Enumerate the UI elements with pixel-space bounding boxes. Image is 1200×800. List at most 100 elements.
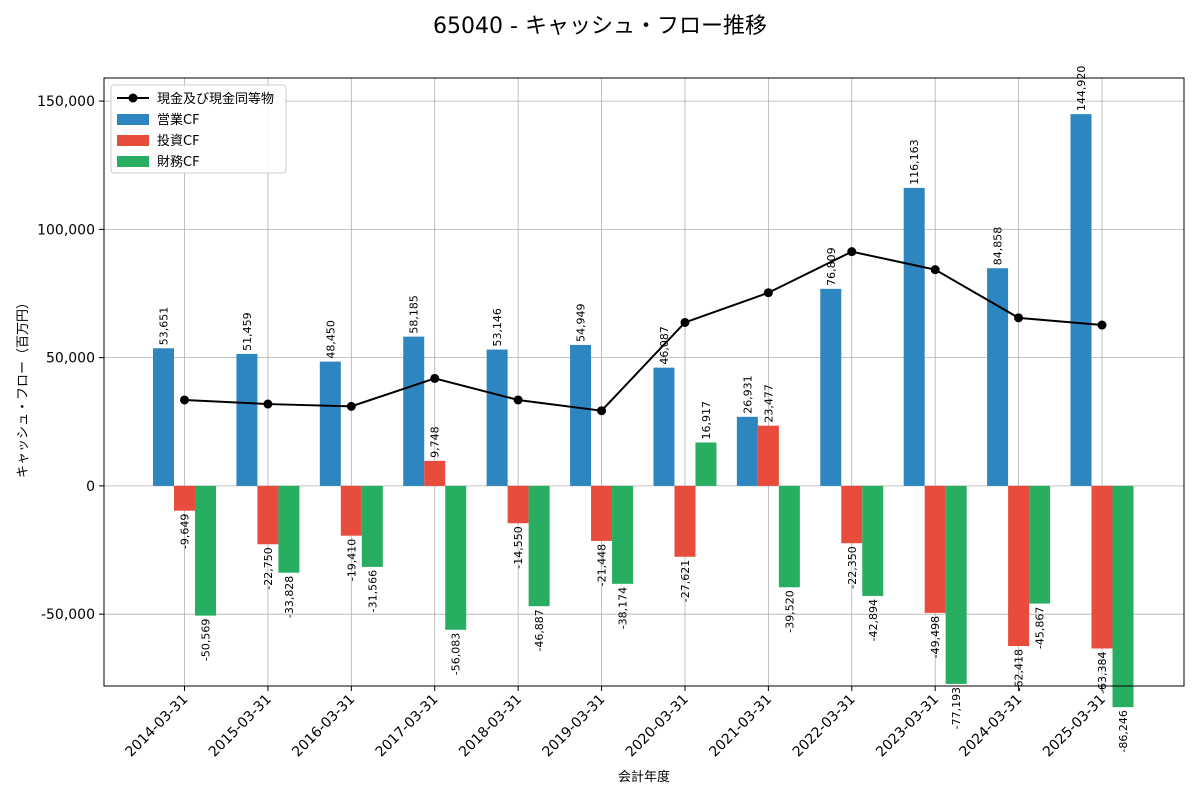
x-tick-label: 2017-03-31 [373, 692, 442, 761]
x-tick-label: 2022-03-31 [790, 692, 859, 761]
data-label-財務CF: -86,246 [1117, 710, 1130, 752]
x-tick-label: 2016-03-31 [289, 692, 358, 761]
x-tick-label: 2014-03-31 [122, 692, 191, 761]
data-label-営業CF: 144,920 [1075, 66, 1088, 112]
data-label-投資CF: -19,410 [345, 539, 358, 581]
data-label-営業CF: 51,459 [241, 312, 254, 351]
data-label-投資CF: -21,448 [596, 544, 609, 586]
data-label-営業CF: 84,858 [992, 227, 1005, 266]
bar-投資CF [340, 485, 362, 536]
data-label-営業CF: 53,146 [491, 308, 504, 347]
data-label-営業CF: 76,809 [825, 247, 838, 286]
y-tick-label: 50,000 [46, 351, 95, 367]
bar-営業CF [319, 361, 341, 486]
bar-営業CF [236, 353, 258, 486]
cash-point [513, 395, 523, 405]
bar-財務CF [361, 485, 383, 567]
bar-投資CF [841, 485, 863, 544]
data-label-投資CF: 9,748 [429, 426, 442, 458]
cash-point [847, 247, 857, 257]
bar-財務CF [1029, 485, 1051, 604]
data-label-投資CF: -62,418 [1013, 649, 1026, 691]
bar-投資CF [424, 460, 446, 486]
bar-財務CF [195, 485, 216, 616]
legend-label: 投資CF [157, 133, 200, 149]
data-label-投資CF: -49,498 [929, 616, 942, 658]
cash-point [597, 406, 607, 416]
data-label-営業CF: 54,949 [575, 303, 588, 342]
bar-営業CF [987, 268, 1009, 486]
y-axis-title: キャッシュ・フロー（百万円） [16, 296, 31, 478]
bar-財務CF [778, 485, 800, 588]
cash-point [930, 265, 940, 275]
x-tick-label: 2019-03-31 [540, 692, 609, 761]
grid-layer [104, 78, 1184, 686]
legend-box [110, 84, 287, 174]
bars-layer [153, 114, 1134, 708]
data-label-財務CF: -45,867 [1034, 607, 1047, 649]
plot-frame [103, 77, 1185, 687]
data-label-財務CF: -46,887 [533, 609, 546, 651]
x-axis-title: 会計年度 [618, 769, 670, 785]
legend-bar-swatch [117, 114, 149, 125]
bar-財務CF [528, 485, 550, 607]
x-tick-label: 2021-03-31 [706, 692, 775, 761]
bar-営業CF [736, 416, 758, 486]
bar-営業CF [403, 336, 425, 486]
bar-財務CF [445, 485, 467, 630]
data-label-財務CF: -31,566 [366, 570, 379, 612]
bar-投資CF [174, 485, 195, 511]
bar-投資CF [1091, 485, 1113, 649]
cash-point [763, 288, 773, 298]
x-tick-label: 2025-03-31 [1040, 692, 1109, 761]
data-label-財務CF: 16,917 [700, 401, 713, 440]
bar-財務CF [278, 485, 300, 573]
bar-財務CF [945, 485, 967, 684]
y-tick-label: 150,000 [37, 94, 95, 110]
cash-point [263, 399, 273, 409]
data-label-投資CF: -22,750 [262, 547, 275, 589]
bar-営業CF [820, 288, 842, 486]
cash-point [430, 373, 440, 383]
data-label-財務CF: -50,569 [200, 619, 213, 661]
data-label-財務CF: -42,894 [867, 599, 880, 641]
x-tick-label: 2020-03-31 [623, 692, 692, 761]
chart-title: 65040 - キャッシュ・フロー推移 [433, 14, 767, 39]
cash-point [680, 317, 690, 327]
bar-投資CF [1008, 485, 1030, 647]
data-label-投資CF: -63,384 [1096, 652, 1109, 694]
y-tick-label: -50,000 [41, 607, 95, 623]
bar-営業CF [1070, 114, 1092, 486]
data-label-財務CF: -39,520 [783, 590, 796, 632]
data-label-営業CF: 58,185 [408, 295, 421, 334]
x-tick-label: 2024-03-31 [957, 692, 1026, 761]
cash-point [346, 401, 356, 411]
legend-marker-swatch [128, 93, 138, 103]
data-label-投資CF: -22,350 [846, 546, 859, 588]
cash-point [1014, 313, 1024, 323]
data-label-営業CF: 48,450 [324, 320, 337, 359]
cash-point [1097, 320, 1107, 330]
y-axis-ticks: -50,000 0 50,000 100,000 150,000 [37, 94, 104, 623]
bar-投資CF [674, 485, 696, 557]
bar-投資CF [257, 485, 279, 545]
x-tick-label: 2023-03-31 [873, 692, 942, 761]
bar-投資CF [591, 485, 613, 541]
data-label-財務CF: -56,083 [450, 633, 463, 675]
data-label-投資CF: -27,621 [679, 560, 692, 602]
legend-label: 現金及び現金同等物 [157, 91, 274, 107]
bar-財務CF [862, 485, 884, 596]
bar-投資CF [924, 485, 946, 613]
data-label-財務CF: -38,174 [617, 587, 630, 629]
bar-営業CF [653, 367, 675, 486]
bar-財務CF [1112, 485, 1134, 708]
bar-財務CF [695, 442, 717, 486]
line-layer [180, 247, 1107, 416]
legend-bar-swatch [117, 156, 149, 167]
bar-営業CF [486, 349, 508, 486]
data-label-営業CF: 46,087 [658, 326, 671, 365]
y-tick-label: 100,000 [37, 222, 95, 238]
bar-投資CF [757, 425, 779, 486]
